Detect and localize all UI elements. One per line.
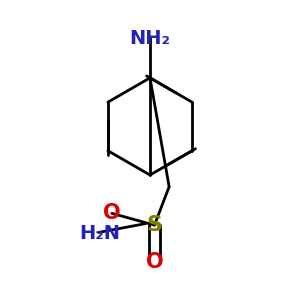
Text: S: S [146, 215, 162, 235]
Text: H₂N: H₂N [79, 224, 120, 243]
Text: NH₂: NH₂ [130, 28, 170, 48]
Text: O: O [103, 203, 121, 223]
Text: O: O [146, 253, 163, 272]
